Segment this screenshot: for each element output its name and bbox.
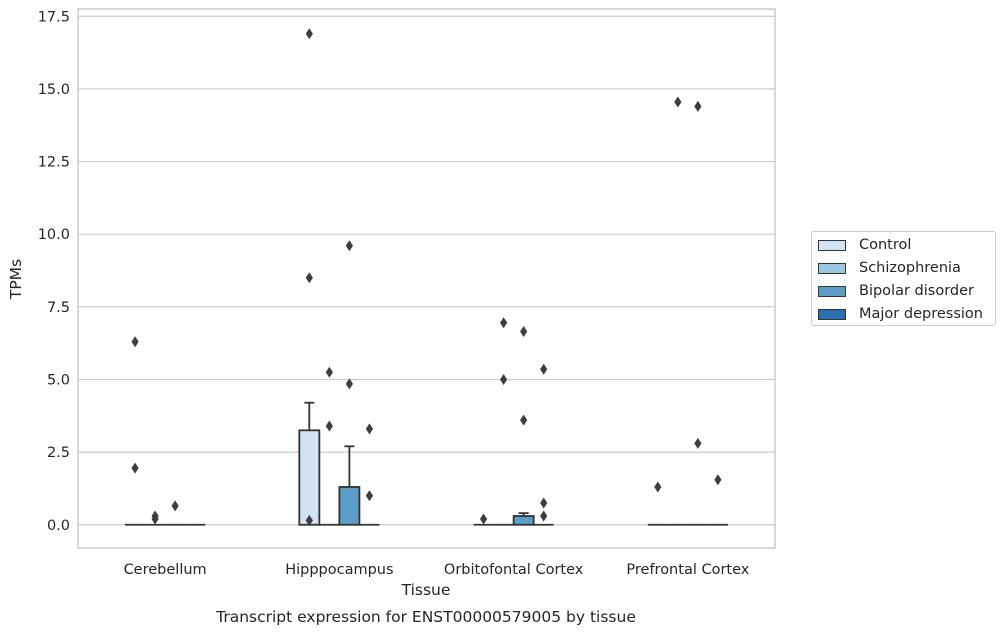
outlier-point bbox=[674, 96, 682, 108]
legend-label-major-depression: Major depression bbox=[859, 306, 983, 322]
bar bbox=[338, 486, 361, 526]
outlier-point bbox=[171, 500, 179, 512]
outlier-point bbox=[540, 363, 548, 375]
chart-marks bbox=[125, 28, 728, 526]
legend-swatch-schizophrenia bbox=[818, 262, 846, 274]
chart-title: Transcript expression for ENST0000057900… bbox=[215, 608, 636, 626]
outlier-point bbox=[520, 414, 528, 426]
outlier-point bbox=[305, 272, 313, 284]
x-tick-label: Orbitofontal Cortex bbox=[444, 562, 584, 578]
outlier-point bbox=[500, 373, 508, 385]
plot-frame bbox=[77, 8, 776, 549]
legend: Control Schizophrenia Bipolar disorder M… bbox=[811, 231, 996, 326]
y-tick-label: 10.0 bbox=[38, 227, 70, 243]
y-axis-label: TPMs bbox=[7, 259, 25, 300]
outlier-point bbox=[365, 490, 374, 502]
x-axis-label: Tissue bbox=[401, 581, 451, 599]
outlier-point bbox=[694, 100, 702, 112]
y-tick-label: 0.0 bbox=[47, 518, 70, 534]
outlier-point bbox=[714, 474, 722, 486]
legend-item-bipolar-disorder: Bipolar disorder bbox=[818, 281, 974, 301]
outlier-point bbox=[325, 366, 333, 378]
y-tick-label: 17.5 bbox=[38, 9, 70, 25]
outlier-point bbox=[365, 423, 374, 435]
y-tick-labels: 0.0 2.5 5.0 7.5 10.0 12.5 15.0 17.5 bbox=[38, 9, 70, 533]
x-tick-label: Hipppocampus bbox=[285, 562, 393, 578]
bar bbox=[512, 515, 535, 526]
outlier-point bbox=[131, 462, 139, 474]
outlier-point bbox=[654, 481, 662, 493]
legend-label-bipolar-disorder: Bipolar disorder bbox=[859, 283, 974, 299]
y-tick-label: 2.5 bbox=[47, 445, 70, 461]
grid-lines bbox=[78, 15, 775, 526]
y-tick-label: 12.5 bbox=[38, 155, 70, 171]
outlier-point bbox=[540, 497, 548, 509]
outlier-point bbox=[479, 513, 488, 525]
outlier-point bbox=[325, 420, 333, 432]
outlier-point bbox=[345, 240, 353, 252]
legend-item-schizophrenia: Schizophrenia bbox=[818, 258, 961, 278]
y-tick-label: 5.0 bbox=[47, 372, 70, 388]
bar bbox=[298, 429, 321, 526]
outlier-point bbox=[305, 514, 313, 526]
outlier-point bbox=[694, 437, 702, 449]
legend-swatch-major-depression bbox=[818, 308, 846, 320]
y-tick-label: 7.5 bbox=[47, 300, 70, 316]
x-tick-label: Cerebellum bbox=[124, 562, 207, 578]
x-tick-label: Prefrontal Cortex bbox=[626, 562, 749, 578]
legend-swatch-control bbox=[818, 239, 846, 251]
legend-item-major-depression: Major depression bbox=[818, 304, 983, 324]
outlier-point bbox=[131, 336, 139, 348]
outlier-point bbox=[345, 378, 353, 390]
x-tick-labels: Cerebellum Hipppocampus Orbitofontal Corte… bbox=[124, 562, 750, 578]
outlier-point bbox=[520, 326, 528, 338]
outlier-point bbox=[540, 510, 548, 522]
legend-swatch-bipolar-disorder bbox=[818, 285, 846, 297]
outlier-point bbox=[151, 513, 159, 525]
outlier-point bbox=[305, 28, 313, 40]
y-tick-label: 15.0 bbox=[38, 82, 70, 98]
legend-label-schizophrenia: Schizophrenia bbox=[859, 260, 961, 276]
legend-item-control: Control bbox=[818, 235, 911, 255]
outlier-point bbox=[500, 317, 508, 329]
legend-label-control: Control bbox=[859, 237, 912, 253]
